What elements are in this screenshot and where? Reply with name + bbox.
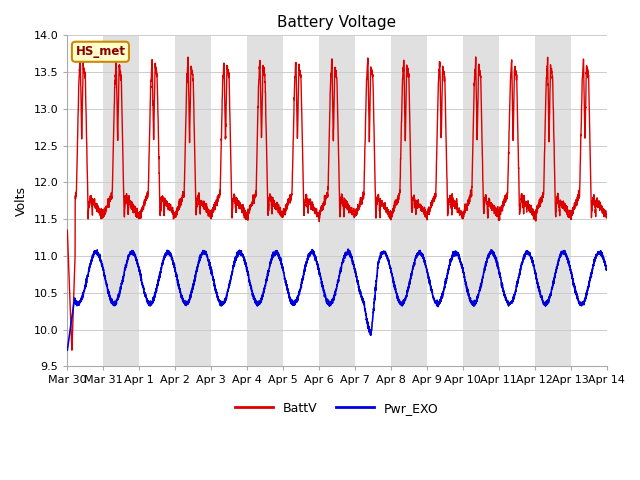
Title: Battery Voltage: Battery Voltage xyxy=(277,15,397,30)
Bar xyxy=(463,36,499,366)
Bar xyxy=(391,36,427,366)
Bar xyxy=(175,36,211,366)
Text: HS_met: HS_met xyxy=(76,45,125,58)
Bar xyxy=(247,36,283,366)
Bar xyxy=(319,36,355,366)
Legend: BattV, Pwr_EXO: BattV, Pwr_EXO xyxy=(230,396,444,420)
Bar xyxy=(534,36,571,366)
Y-axis label: Volts: Volts xyxy=(15,186,28,216)
Bar xyxy=(103,36,140,366)
